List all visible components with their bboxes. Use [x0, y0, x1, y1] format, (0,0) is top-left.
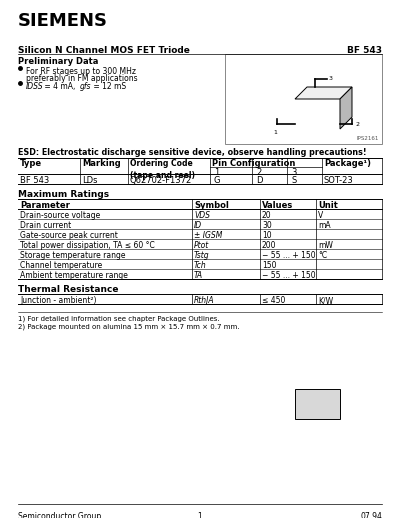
Text: 150: 150	[262, 261, 276, 270]
Text: G: G	[214, 176, 220, 185]
Text: 07.94: 07.94	[360, 512, 382, 518]
Text: 2: 2	[256, 168, 261, 177]
Text: Type: Type	[20, 160, 42, 168]
Text: 20: 20	[262, 211, 272, 220]
Text: For RF stages up to 300 MHz: For RF stages up to 300 MHz	[26, 66, 136, 76]
Text: Gate-source peak current: Gate-source peak current	[20, 231, 118, 240]
Text: Unit: Unit	[318, 201, 338, 210]
Text: 1) For detailed information see chapter Package Outlines.: 1) For detailed information see chapter …	[18, 316, 220, 323]
Text: BF 543: BF 543	[20, 176, 49, 185]
Text: ± IGSM: ± IGSM	[194, 231, 222, 240]
Text: RthJA: RthJA	[194, 296, 215, 305]
Text: ID: ID	[194, 221, 202, 230]
Text: LDs: LDs	[82, 176, 98, 185]
Text: Junction - ambient²): Junction - ambient²)	[20, 296, 96, 305]
Text: 3: 3	[329, 77, 333, 81]
Text: 2: 2	[355, 122, 359, 126]
Text: 10: 10	[262, 231, 272, 240]
Text: ESD: Electrostatic discharge sensitive device, observe handling precautions!: ESD: Electrostatic discharge sensitive d…	[18, 148, 367, 157]
Text: °C: °C	[318, 251, 327, 260]
Text: gfs: gfs	[80, 82, 92, 91]
Text: Symbol: Symbol	[194, 201, 229, 210]
Text: ≤ 450: ≤ 450	[262, 296, 285, 305]
Text: TA: TA	[194, 271, 203, 280]
Text: VDS: VDS	[194, 211, 210, 220]
Text: Ordering Code
(tape and reel): Ordering Code (tape and reel)	[130, 160, 195, 180]
Text: Parameter: Parameter	[20, 201, 70, 210]
Text: Channel temperature: Channel temperature	[20, 261, 102, 270]
Text: = 4 mA,: = 4 mA,	[42, 82, 78, 91]
Text: mA: mA	[318, 221, 331, 230]
Text: 30: 30	[262, 221, 272, 230]
Text: Pin Configuration: Pin Configuration	[212, 160, 295, 168]
Text: Maximum Ratings: Maximum Ratings	[18, 190, 109, 199]
Text: 3: 3	[291, 168, 296, 177]
Text: IPS2161: IPS2161	[357, 136, 379, 141]
Text: Thermal Resistance: Thermal Resistance	[18, 285, 118, 294]
Text: preferably in FM applications: preferably in FM applications	[26, 74, 138, 83]
Text: K/W: K/W	[318, 296, 333, 305]
Text: V: V	[318, 211, 323, 220]
Text: Tch: Tch	[194, 261, 207, 270]
Text: Preliminary Data: Preliminary Data	[18, 57, 98, 66]
Text: Package¹): Package¹)	[324, 160, 371, 168]
Text: Ptot: Ptot	[194, 241, 209, 250]
Polygon shape	[295, 389, 340, 419]
Text: Ambient temperature range: Ambient temperature range	[20, 271, 128, 280]
Text: Tstg: Tstg	[194, 251, 210, 260]
Bar	[225, 54, 382, 144]
Polygon shape	[340, 87, 352, 129]
Text: Semiconductor Group: Semiconductor Group	[18, 512, 101, 518]
Text: 1: 1	[214, 168, 219, 177]
Text: Storage temperature range: Storage temperature range	[20, 251, 126, 260]
Text: SIEMENS: SIEMENS	[18, 12, 108, 30]
Text: 1: 1	[198, 512, 202, 518]
Text: SOT-23: SOT-23	[324, 176, 354, 185]
Text: 200: 200	[262, 241, 276, 250]
Text: S: S	[291, 176, 296, 185]
Text: − 55 ... + 150: − 55 ... + 150	[262, 251, 316, 260]
Text: IDSS: IDSS	[26, 82, 44, 91]
Text: 1: 1	[273, 130, 277, 135]
Text: = 12 mS: = 12 mS	[91, 82, 126, 91]
Text: Values: Values	[262, 201, 293, 210]
Text: D: D	[256, 176, 262, 185]
Text: Total power dissipation, TA ≤ 60 °C: Total power dissipation, TA ≤ 60 °C	[20, 241, 155, 250]
Text: Drain current: Drain current	[20, 221, 71, 230]
Text: mW: mW	[318, 241, 333, 250]
Polygon shape	[295, 87, 352, 99]
Text: Marking: Marking	[82, 160, 121, 168]
Text: 2) Package mounted on alumina 15 mm × 15.7 mm × 0.7 mm.: 2) Package mounted on alumina 15 mm × 15…	[18, 324, 240, 330]
Text: BF 543: BF 543	[347, 46, 382, 55]
Text: Drain-source voltage: Drain-source voltage	[20, 211, 100, 220]
Text: Silicon N Channel MOS FET Triode: Silicon N Channel MOS FET Triode	[18, 46, 190, 55]
Text: Q62702-F1372: Q62702-F1372	[130, 176, 192, 185]
Text: − 55 ... + 150: − 55 ... + 150	[262, 271, 316, 280]
